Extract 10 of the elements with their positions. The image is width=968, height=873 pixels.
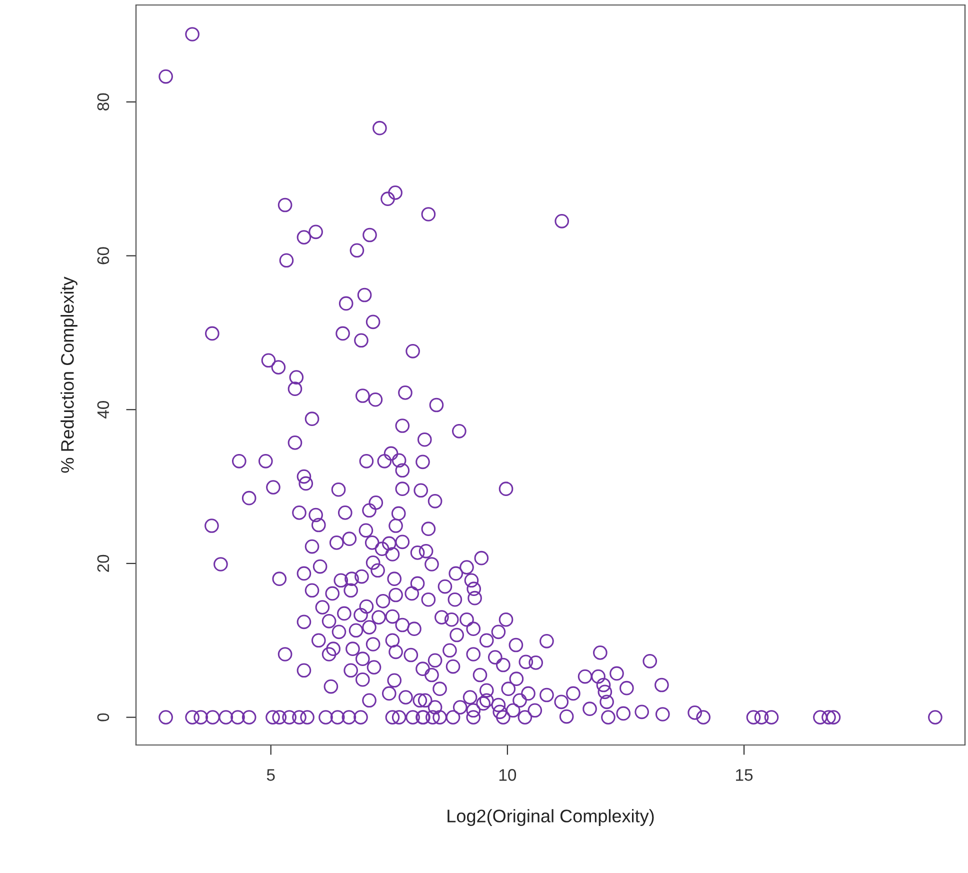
y-tick-label: 60: [97, 247, 110, 264]
y-axis-title: % Reduction Complexity: [60, 276, 78, 473]
x-tick-label: 10: [499, 769, 516, 781]
y-tick-label: 20: [97, 554, 110, 572]
y-tick-label: 40: [97, 400, 110, 418]
y-tick-label: 0: [97, 713, 110, 722]
y-tick-label: 80: [97, 93, 110, 110]
x-tick-label: 5: [266, 769, 275, 781]
x-axis-title: Log2(Original Complexity): [448, 809, 654, 826]
x-tick-label: 15: [736, 769, 753, 781]
